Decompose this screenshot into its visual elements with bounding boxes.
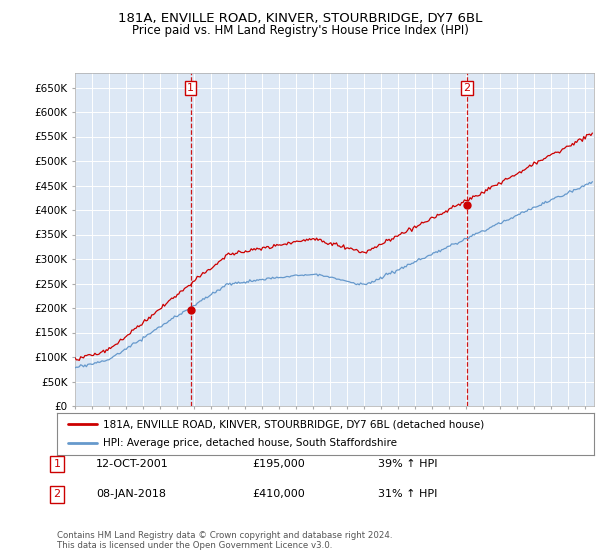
Text: 181A, ENVILLE ROAD, KINVER, STOURBRIDGE, DY7 6BL (detached house): 181A, ENVILLE ROAD, KINVER, STOURBRIDGE,…	[103, 419, 484, 429]
Text: HPI: Average price, detached house, South Staffordshire: HPI: Average price, detached house, Sout…	[103, 438, 397, 449]
Text: 39% ↑ HPI: 39% ↑ HPI	[378, 459, 437, 469]
Text: 31% ↑ HPI: 31% ↑ HPI	[378, 489, 437, 500]
Text: Price paid vs. HM Land Registry's House Price Index (HPI): Price paid vs. HM Land Registry's House …	[131, 24, 469, 36]
Text: 12-OCT-2001: 12-OCT-2001	[96, 459, 169, 469]
Text: 1: 1	[187, 83, 194, 93]
Text: 1: 1	[53, 459, 61, 469]
Text: 2: 2	[53, 489, 61, 500]
Text: £195,000: £195,000	[252, 459, 305, 469]
Text: £410,000: £410,000	[252, 489, 305, 500]
Text: 2: 2	[463, 83, 470, 93]
Text: Contains HM Land Registry data © Crown copyright and database right 2024.
This d: Contains HM Land Registry data © Crown c…	[57, 530, 392, 550]
Text: 08-JAN-2018: 08-JAN-2018	[96, 489, 166, 500]
Text: 181A, ENVILLE ROAD, KINVER, STOURBRIDGE, DY7 6BL: 181A, ENVILLE ROAD, KINVER, STOURBRIDGE,…	[118, 12, 482, 25]
